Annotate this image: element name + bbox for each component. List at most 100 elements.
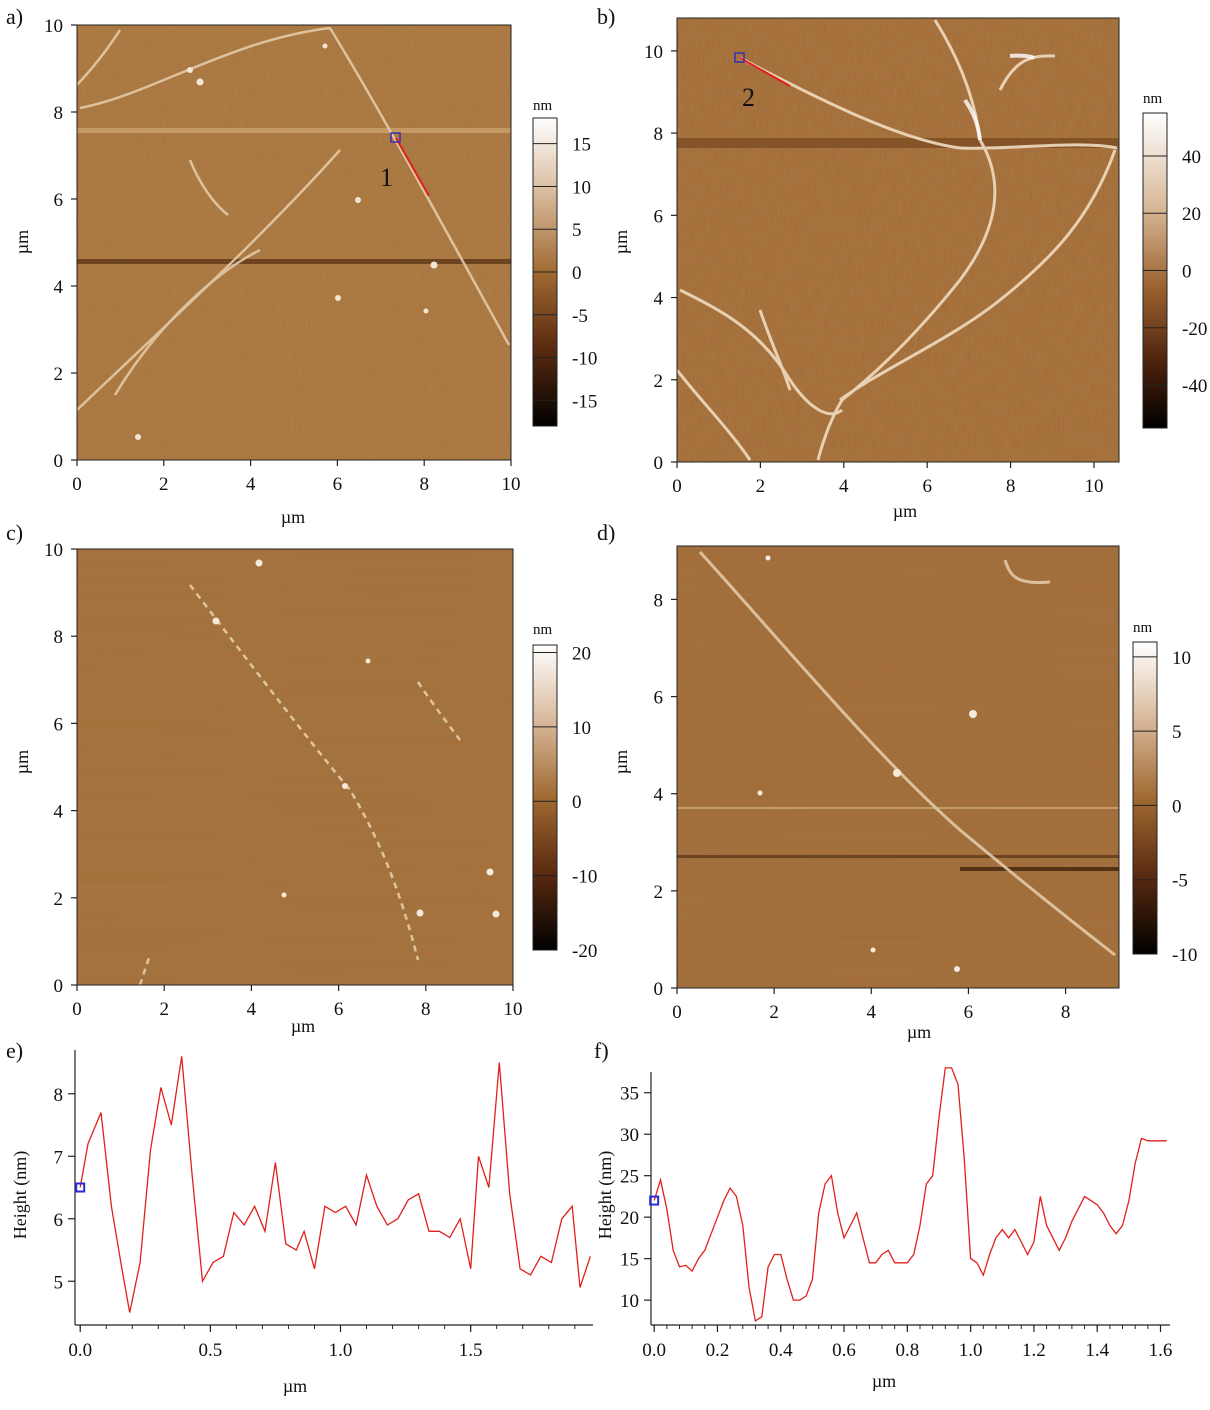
panel-d: d) 0 2 4 6 8 0 2 4 6 8 µm µm 10 5 0 -5 -10 nm: [597, 520, 1197, 1042]
particle-a3: [430, 261, 438, 269]
y-axis-label-c: µm: [12, 750, 32, 774]
fibers-d: [698, 550, 1116, 957]
y-tick-label-c-0: 0: [54, 976, 64, 997]
fiber-b5: [816, 139, 997, 461]
colorbar-tick-label-d-1: 5: [1172, 722, 1182, 743]
particles-c: [212, 559, 500, 918]
fiber-b9: [758, 309, 792, 391]
y-tick-label-c-1: 2: [54, 889, 64, 910]
series-line-f: [653, 1067, 1167, 1322]
colorbar-tick-label-a-2: 5: [572, 220, 582, 241]
x-tick-label-d-3: 6: [964, 1002, 974, 1023]
x-tick-label-a-3: 6: [333, 474, 343, 495]
x-tick-label-e-3: 1.5: [459, 1340, 483, 1361]
y-tick-label-d-0: 0: [654, 979, 664, 1000]
particle-c3: [365, 658, 371, 664]
x-tick-label-f-7: 1.4: [1085, 1340, 1109, 1361]
colorbar-ticks-b: 40 20 0 -20 -40: [1143, 147, 1207, 397]
colorbar-tick-label-a-3: 0: [572, 263, 582, 284]
particle-c2: [212, 617, 220, 625]
x-tick-label-b-5: 10: [1084, 476, 1103, 497]
y-tick-label-c-2: 4: [54, 802, 64, 823]
particle-d5: [870, 947, 876, 953]
x-tick-label-f-3: 0.6: [832, 1340, 856, 1361]
fiber-a4: [113, 248, 261, 396]
colorbar-tick-label-d-4: -10: [1172, 945, 1197, 966]
colorbar-d: [1132, 641, 1158, 955]
y-tick-label-c-5: 10: [44, 540, 63, 561]
panel-label-d: d): [597, 520, 615, 545]
x-tick-label-f-2: 0.4: [769, 1340, 793, 1361]
colorbar-tick-label-a-6: -15: [572, 391, 597, 412]
colorbar-unit-b: nm: [1143, 91, 1163, 107]
x-tick-label-f-6: 1.2: [1022, 1340, 1046, 1361]
afm-texture-b: [677, 18, 1119, 462]
panel-label-b: b): [597, 4, 615, 29]
y-tick-label-a-1: 2: [54, 364, 64, 385]
particle-a8: [322, 43, 328, 49]
colorbar-tick-label-b-2: 0: [1182, 262, 1192, 283]
profile-label-2: 2: [742, 83, 755, 112]
y-tick-label-d-1: 2: [654, 882, 664, 903]
colorbar-tick-label-a-4: -5: [572, 306, 588, 327]
y-tick-label-b-1: 2: [654, 371, 664, 392]
profile-line-2: [739, 57, 791, 87]
y-tick-label-b-5: 10: [644, 42, 663, 63]
fiber-b6: [839, 149, 1117, 402]
y-tick-label-e-1: 6: [54, 1210, 64, 1231]
panel-e: e) 0.0 0.5 1.0 1.5 5 6 7 8 µm Height (nm): [6, 1038, 593, 1396]
line-plot-f: 0.0 0.2 0.4 0.6 0.8 1.0 1.2 1.4 1.6 10 15 20 25 30 35: [620, 1067, 1172, 1361]
y-tick-label-d-2: 4: [654, 785, 664, 806]
image-frame-a: [76, 24, 512, 461]
y-tick-label-e-2: 7: [54, 1147, 64, 1168]
colorbar-ticks-d: 10 5 0 -5 -10: [1133, 648, 1197, 966]
y-axis-label-b: µm: [611, 230, 631, 254]
y-tick-label-c-3: 6: [54, 714, 64, 735]
particle-d2: [893, 769, 901, 777]
x-tick-label-e-2: 1.0: [329, 1340, 353, 1361]
x-axis-label-d: µm: [907, 1022, 931, 1042]
fibers-c: [138, 584, 462, 986]
colorbar-tick-label-d-3: -5: [1172, 871, 1188, 892]
profile-start-marker-2: [734, 52, 745, 63]
y-tick-label-f-5: 35: [620, 1084, 639, 1105]
fiber-b10: [963, 98, 982, 141]
colorbar-unit-a: nm: [533, 98, 553, 114]
particle-a4: [335, 295, 341, 301]
scan-streak-b1: [677, 138, 1119, 148]
particle-a5: [355, 197, 361, 203]
colorbar-tick-label-a-0: 15: [572, 135, 591, 156]
colorbar-tick-label-b-0: 40: [1182, 147, 1201, 168]
particles-a: [135, 43, 438, 440]
x-tick-label-d-4: 8: [1061, 1002, 1071, 1023]
colorbar-tick-label-b-1: 20: [1182, 204, 1201, 225]
particle-c8: [281, 892, 287, 898]
y-tick-label-d-3: 6: [654, 688, 664, 709]
y-axis-label-e: Height (nm): [10, 1151, 31, 1239]
axes-a: 0 2 4 6 8 10 0 2 4 6 8 10: [44, 16, 521, 495]
afm-texture-c: [77, 549, 513, 985]
axes-c: 0 2 4 6 8 10 0 2 4 6 8 10: [44, 540, 523, 1020]
fiber-c1: [189, 584, 420, 961]
fiber-d2: [1003, 559, 1051, 585]
profile-label-1: 1: [380, 163, 393, 192]
colorbar-tick-label-d-0: 10: [1172, 648, 1191, 669]
y-tick-label-a-2: 4: [54, 277, 64, 298]
particle-c6: [486, 868, 494, 876]
particle-d6: [765, 555, 771, 561]
x-axis-label-e: µm: [283, 1376, 307, 1396]
axes-d: 0 2 4 6 8 0 2 4 6 8: [654, 545, 1120, 1023]
particle-d1: [969, 710, 977, 718]
fiber-d1: [698, 550, 1116, 957]
x-tick-label-d-1: 2: [769, 1002, 779, 1023]
particles-d: [757, 555, 977, 972]
series-line-e: [79, 1056, 592, 1313]
start-marker-f: [649, 1195, 660, 1206]
y-axis-label-d: µm: [611, 750, 631, 774]
line-plot-e: 0.0 0.5 1.0 1.5 5 6 7 8: [54, 1050, 593, 1361]
x-axis-label-b: µm: [893, 501, 917, 521]
panel-c: c) 0 2 4 6 8 10 0 2 4 6 8 10 µm µm 20 10 0 -10 -20 nm: [6, 520, 597, 1036]
x-tick-label-c-0: 0: [72, 999, 82, 1020]
y-tick-label-a-0: 0: [54, 451, 64, 472]
